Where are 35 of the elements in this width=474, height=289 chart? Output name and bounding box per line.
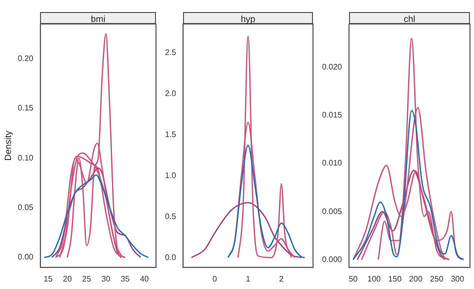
chart-title: hyp	[183, 12, 313, 24]
y-tick-label: 2.0	[164, 88, 177, 98]
x-tick-label: 50	[348, 274, 358, 284]
x-tick-label: 300	[450, 274, 465, 284]
y-tick-label: 0.020	[322, 62, 343, 72]
y-tick-label: 1.0	[164, 170, 177, 180]
x-tick-label: 2	[279, 274, 284, 284]
y-tick-label: 0.0	[164, 252, 177, 262]
y-tick-label: 2.5	[164, 48, 177, 57]
x-tick-label: 40	[140, 274, 150, 284]
x-tick-label: 150	[388, 274, 402, 284]
y-tick-label: 0.00	[18, 252, 34, 262]
y-tick-label: 0.20	[18, 54, 34, 63]
x-tick-label: 1	[246, 274, 251, 284]
x-tick-label: 250	[430, 274, 444, 284]
x-tick-label: 0	[212, 274, 218, 284]
y-tick-label: 0.005	[322, 206, 343, 216]
x-tick-label: 35	[120, 274, 130, 284]
y-tick-label: 0.10	[18, 153, 34, 162]
x-tick-label: 200	[409, 274, 423, 284]
chart-title: bmi	[40, 12, 156, 24]
y-tick-label: 0.15	[18, 104, 34, 113]
chart-title: chl	[349, 12, 470, 24]
y-tick-label: 0.05	[18, 202, 34, 212]
x-tick-label: 100	[367, 274, 382, 284]
y-tick-label: 0.000	[322, 254, 343, 264]
x-tick-label: 15	[44, 274, 54, 284]
x-tick-label: 25	[82, 274, 92, 284]
y-tick-label: 0.5	[164, 212, 177, 221]
y-tick-label: 0.015	[322, 110, 343, 120]
y-tick-label: 1.5	[164, 130, 177, 139]
y-axis-title: Density	[2, 130, 13, 161]
x-tick-label: 30	[101, 274, 111, 284]
x-tick-label: 20	[62, 274, 72, 284]
y-tick-label: 0.010	[322, 158, 343, 168]
